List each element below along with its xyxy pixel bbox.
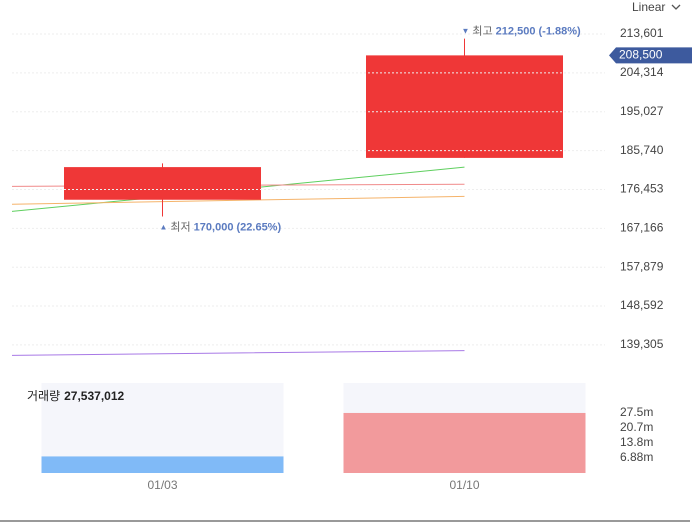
scale-select[interactable]: Linear <box>632 0 665 14</box>
volume-label-value: 27,537,012 <box>64 389 124 403</box>
candle-body <box>64 167 261 200</box>
x-tick-label: 01/03 <box>147 478 177 492</box>
annotation-text: 170,000 (22.65%) <box>194 221 282 233</box>
price-badge <box>609 47 692 64</box>
volume-label: 거래량 27,537,012 <box>27 389 125 403</box>
price-badge-label: 208,500 <box>619 48 663 62</box>
annotation-text: 212,500 (-1.88%) <box>496 26 581 38</box>
y-tick-label: 204,314 <box>620 65 664 79</box>
y-tick-label: 148,592 <box>620 298 664 312</box>
annotation: ▲ 최저 170,000 (22.65%) <box>160 220 282 233</box>
y-tick-label: 185,740 <box>620 143 664 157</box>
y-tick-label: 195,027 <box>620 104 664 118</box>
moving-average-line <box>12 350 465 356</box>
volume-tick-label: 6.88m <box>620 450 653 464</box>
candle-body <box>366 55 563 158</box>
y-tick-label: 167,166 <box>620 221 664 235</box>
y-tick-label: 176,453 <box>620 182 664 196</box>
y-tick-label: 157,879 <box>620 259 664 273</box>
annotation-label: 최저 <box>170 220 190 233</box>
annotation-marker: ▲ <box>160 223 168 232</box>
annotation-label: 최고 <box>472 25 492 38</box>
dropdown-icon[interactable] <box>671 4 681 10</box>
volume-tick-label: 13.8m <box>620 435 653 449</box>
volume-bar <box>41 456 284 473</box>
x-tick-label: 01/10 <box>449 478 479 492</box>
annotation-marker: ▼ <box>462 27 470 36</box>
volume-label-name: 거래량 <box>27 389 60 403</box>
volume-bar <box>343 412 586 473</box>
y-tick-label: 139,305 <box>620 337 664 351</box>
volume-tick-label: 20.7m <box>620 420 653 434</box>
y-tick-label: 213,601 <box>620 26 664 40</box>
plot-area <box>12 38 563 356</box>
volume-tick-label: 27.5m <box>620 405 653 419</box>
annotation: ▼ 최고 212,500 (-1.88%) <box>462 25 582 38</box>
